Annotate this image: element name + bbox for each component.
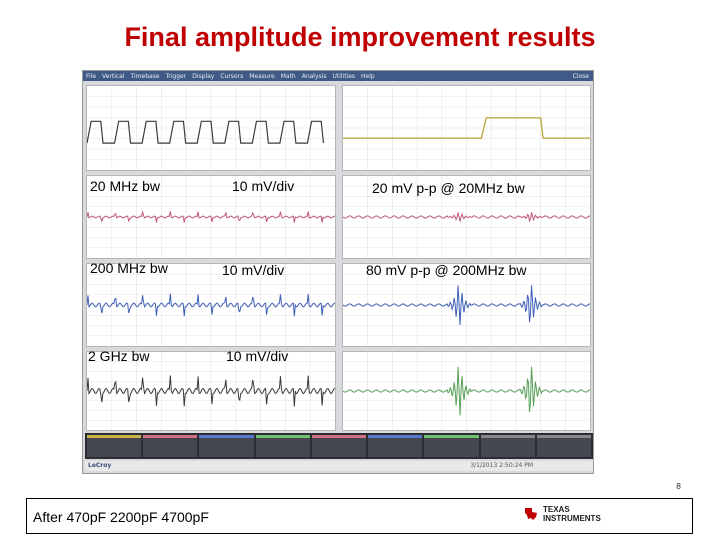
- trace-panel-switch-node: [86, 85, 336, 171]
- scope-menu-item-cursors[interactable]: Cursors: [220, 72, 244, 80]
- timebase-status[interactable]: [480, 435, 535, 457]
- footer-box: After 470pF 2200pF 4700pF TEXAS INSTRUME…: [26, 498, 693, 534]
- channel-status-bar: [85, 433, 593, 459]
- oscilloscope-screenshot: File Vertical Timebase Trigger Display Cursor…: [82, 70, 594, 474]
- ripple-20mhz-waveform: [87, 210, 335, 223]
- scope-timestamp: 3/1/2013 2:50:24 PM: [470, 462, 533, 469]
- ripple-200mhz-waveform: [87, 293, 335, 317]
- ripple-2ghz-waveform: [87, 375, 335, 407]
- zoom-4-status[interactable]: [424, 435, 479, 457]
- scope-menu-item-trigger[interactable]: Trigger: [165, 72, 187, 80]
- texas-instruments-logo: TEXAS INSTRUMENTS: [523, 505, 601, 523]
- ripple-200mhz-zoom-waveform: [343, 285, 590, 325]
- ripple-2ghz-zoom-waveform: [343, 366, 590, 416]
- texas-state-icon: [525, 508, 537, 520]
- label-200mhz-result: 80 mV p-p @ 200MHz bw: [366, 262, 527, 278]
- scope-menu-item-vertical[interactable]: Vertical: [102, 72, 125, 80]
- trace-panel-switch-node-zoom: [342, 85, 591, 171]
- label-20mhz-result: 20 mV p-p @ 20MHz bw: [372, 180, 525, 196]
- label-200mhz-bw: 200 MHz bw: [90, 260, 168, 276]
- footer-caption: After 470pF 2200pF 4700pF: [33, 509, 209, 525]
- slide-title: Final amplitude improvement results: [124, 22, 596, 52]
- scope-brand-bar: LeCroy 3/1/2013 2:50:24 PM: [85, 461, 593, 471]
- trace-panel-2ghz-zoom: [342, 351, 591, 431]
- label-2ghz-bw: 2 GHz bw: [88, 348, 150, 364]
- ripple-20mhz-zoom-waveform: [343, 212, 590, 223]
- texas-instruments-wordmark: TEXAS INSTRUMENTS: [543, 505, 601, 523]
- scope-menu-bar: File Vertical Timebase Trigger Display Cursor…: [83, 71, 593, 81]
- scope-menu-item-measure[interactable]: Measure: [249, 72, 275, 80]
- label-200mhz-scale: 10 mV/div: [222, 262, 285, 278]
- scope-menu-item-timebase[interactable]: Timebase: [130, 72, 160, 80]
- switch-node-zoom-waveform: [343, 117, 590, 139]
- scope-menu-item-analysis[interactable]: Analysis: [301, 72, 327, 80]
- channel-1-status[interactable]: [87, 435, 142, 457]
- trace-panel-200mhz-zoom: [342, 263, 591, 347]
- lecroy-logo: LeCroy: [88, 462, 112, 469]
- trace-panel-2ghz: [86, 351, 336, 431]
- scope-menu-item-utilities[interactable]: Utilities: [332, 72, 356, 80]
- trace-panel-200mhz: [86, 263, 336, 347]
- switch-node-waveform: [87, 120, 325, 144]
- scope-menu-item-help[interactable]: Help: [361, 72, 375, 80]
- ti-wordmark-line1: TEXAS: [543, 505, 570, 514]
- channel-3-status[interactable]: [199, 435, 254, 457]
- label-2ghz-scale: 10 mV/div: [226, 348, 289, 364]
- label-20mhz-bw: 20 MHz bw: [90, 178, 161, 194]
- trace-panel-20mhz: [86, 175, 336, 259]
- scope-close-label[interactable]: Close: [572, 72, 589, 80]
- channel-4-status[interactable]: [255, 435, 310, 457]
- channel-2-status[interactable]: [143, 435, 198, 457]
- zoom-2-status[interactable]: [311, 435, 367, 457]
- trace-panel-20mhz-zoom: [342, 175, 591, 259]
- label-20mhz-scale: 10 mV/div: [232, 178, 295, 194]
- page-number: 8: [676, 482, 682, 491]
- trigger-status[interactable]: [536, 435, 591, 457]
- scope-menu-item-math[interactable]: Math: [280, 72, 296, 80]
- zoom-3-status[interactable]: [368, 435, 423, 457]
- scope-menu-item-file[interactable]: File: [86, 72, 97, 80]
- scope-menu-item-display[interactable]: Display: [192, 72, 215, 80]
- ti-wordmark-line2: INSTRUMENTS: [543, 514, 601, 523]
